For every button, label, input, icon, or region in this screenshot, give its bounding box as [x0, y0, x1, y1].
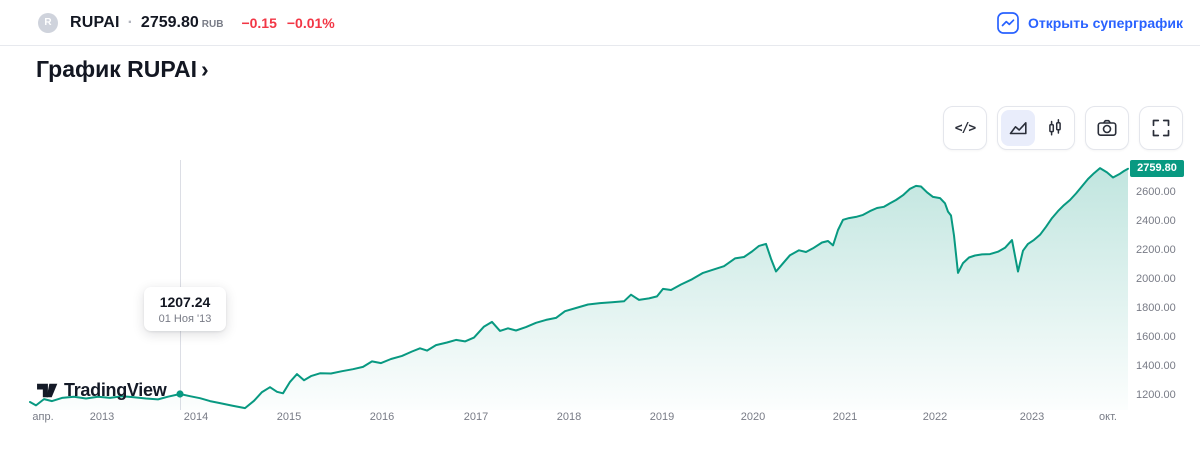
fullscreen-icon	[1152, 119, 1170, 137]
time-scale-label: 2023	[1019, 411, 1045, 423]
candles-style-button[interactable]	[1037, 110, 1071, 146]
superchart-link-label: Открыть суперграфик	[1027, 14, 1183, 31]
dot-separator: ·	[127, 13, 133, 31]
time-scale-label: 2016	[369, 411, 395, 423]
time-scale-label: апр.	[32, 411, 54, 423]
chevron-right-icon: ›	[201, 56, 209, 82]
time-scale-label: 2015	[276, 411, 302, 423]
tooltip-date: 01 Ноя '13	[158, 313, 212, 325]
time-scale-label: 2021	[832, 411, 858, 423]
time-scale-label: 2014	[183, 411, 209, 423]
code-button[interactable]: </>	[943, 106, 987, 150]
snapshot-button[interactable]	[1085, 106, 1129, 150]
change-absolute: −0.15	[241, 14, 277, 31]
time-scale-label: 2018	[556, 411, 582, 423]
price-change: −0.15 −0.01%	[241, 15, 334, 31]
symbol-header: R RUPAI · 2759.80 RUB −0.15 −0.01% Откры…	[0, 0, 1200, 46]
page-title[interactable]: График RUPAI ›	[36, 56, 209, 83]
last-price-badge: 2759.80	[1130, 160, 1184, 177]
tradingview-logo[interactable]: TradingView	[36, 380, 167, 401]
candlestick-icon	[1049, 119, 1061, 136]
crosshair-tooltip: 1207.24 01 Ноя '13	[144, 287, 226, 331]
price-wrap: 2759.80 RUB	[141, 14, 224, 32]
symbol-logo: R	[38, 12, 58, 33]
area-fill	[30, 168, 1128, 410]
time-scale-label: 2022	[922, 411, 948, 423]
tooltip-price: 1207.24	[159, 294, 211, 310]
chart-toolbar: </>	[943, 106, 1183, 150]
symbol-initial: R	[44, 17, 52, 28]
superchart-link[interactable]: Открыть суперграфик	[997, 11, 1183, 34]
currency-label: RUB	[201, 18, 224, 30]
tradingview-logo-text: TradingView	[64, 380, 167, 400]
area-chart-icon	[1009, 122, 1027, 135]
crosshair-dot	[176, 390, 184, 398]
last-price: 2759.80	[140, 13, 199, 31]
symbol-name: RUPAI	[70, 13, 120, 31]
time-scale-label: 2020	[740, 411, 766, 423]
price-line	[29, 167, 1129, 410]
chart-style-segment	[997, 106, 1075, 150]
time-scale-label: 2017	[463, 411, 489, 423]
change-percent: −0.01%	[286, 14, 335, 31]
fullscreen-button[interactable]	[1139, 106, 1183, 150]
page-title-text: График RUPAI	[36, 56, 198, 82]
area-style-button[interactable]	[1001, 110, 1035, 146]
code-icon: </>	[954, 120, 977, 136]
superchart-icon	[997, 11, 1019, 34]
time-scale[interactable]: апр. 2013 2014 2015 2016 2017 2018 2019 2020 2021…	[0, 411, 1200, 431]
time-scale-label: 2013	[89, 411, 115, 423]
tradingview-logomark-icon	[37, 383, 58, 398]
time-scale-label: окт.	[1099, 411, 1117, 423]
time-scale-label: 2019	[649, 411, 675, 423]
camera-icon	[1097, 119, 1117, 136]
